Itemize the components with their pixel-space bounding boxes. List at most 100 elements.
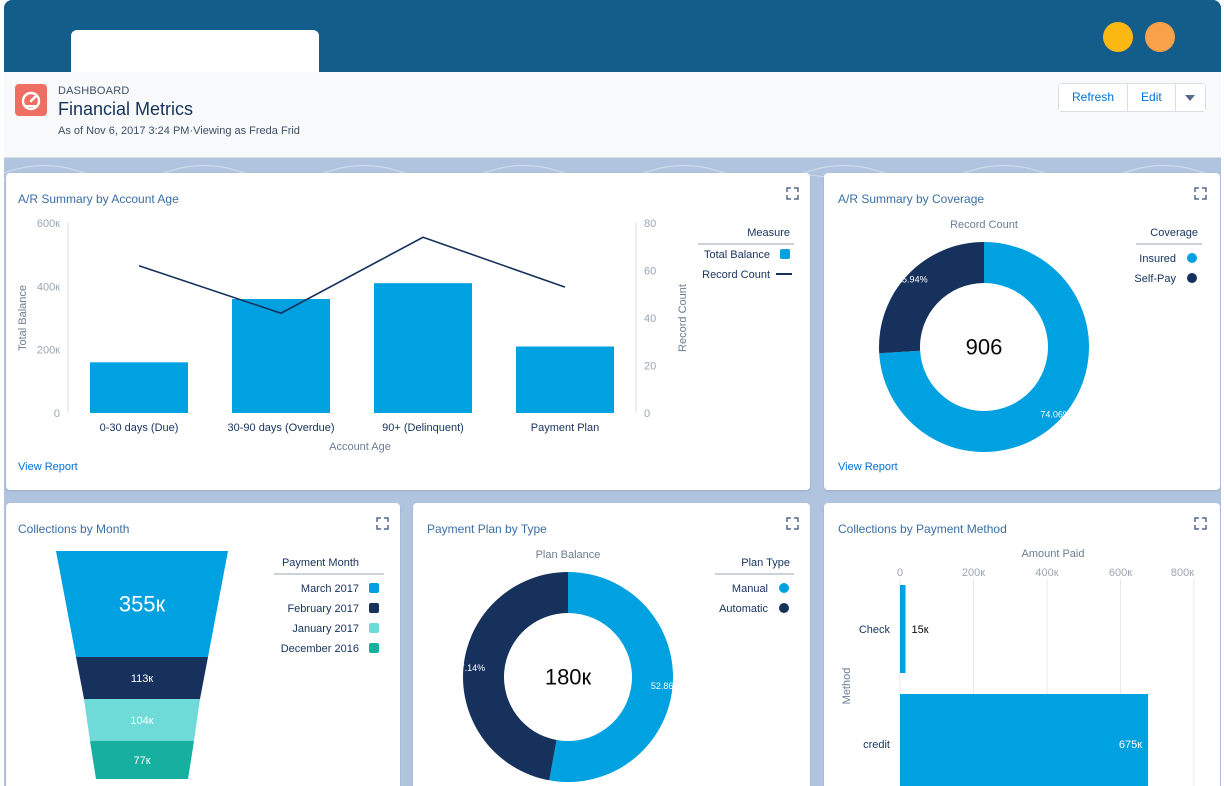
slice-label: 47.14% (455, 663, 486, 673)
slice-label: 74.06% (1040, 410, 1071, 420)
edit-button[interactable]: Edit (1127, 84, 1175, 111)
x-tick-label: Payment Plan (531, 422, 599, 434)
y-axis-label: Method (841, 668, 853, 705)
app-window: DASHBOARD Financial Metrics As of Nov 6,… (4, 0, 1221, 786)
app-header-bar (4, 0, 1221, 76)
y2-tick-label: 60 (644, 266, 656, 278)
bar (90, 362, 188, 413)
y-tick-label: credit (863, 739, 890, 751)
expand-icon[interactable] (786, 517, 799, 530)
donut-slice (879, 242, 984, 354)
status-dot-orange (1145, 22, 1175, 52)
refresh-button[interactable]: Refresh (1059, 84, 1128, 111)
funnel-segment (56, 551, 228, 657)
page-meta: As of Nov 6, 2017 3:24 PM·Viewing as Fre… (58, 125, 300, 137)
ar-coverage-chart: Record Count 74.06% 25.94% 906 Coverage Insur… (879, 219, 1202, 452)
more-actions-button[interactable] (1174, 84, 1205, 111)
bar (232, 299, 330, 413)
dashboard-icon (15, 84, 47, 116)
legend-swatch (779, 603, 789, 613)
y-tick-label: 400к (37, 281, 60, 293)
legend-item-label: March 2017 (301, 583, 359, 595)
x-tick-label: 400к (1035, 567, 1058, 579)
expand-icon[interactable] (1194, 517, 1207, 530)
card-title: A/R Summary by Coverage (838, 192, 985, 206)
y2-tick-label: 0 (644, 408, 650, 420)
bar-value-label: 675к (1119, 739, 1142, 751)
status-dot-yellow (1103, 22, 1133, 52)
y2-axis-label: Record Count (677, 284, 689, 352)
dashboard-header: DASHBOARD Financial Metrics As of Nov 6,… (4, 72, 1221, 158)
payment-plan-chart: Plan Balance 52.86% 47.14% 180к Plan Type Man… (455, 549, 794, 782)
funnel-value-label: 77к (133, 755, 150, 767)
slice-label: 52.86% (651, 681, 682, 691)
x-axis-label: Amount Paid (1022, 548, 1085, 560)
x-tick-label: 90+ (Delinquent) (382, 422, 464, 434)
y-tick-label: 200к (37, 345, 60, 357)
view-report-link[interactable]: View Report (838, 461, 898, 473)
funnel-segment (76, 657, 208, 699)
browser-tab[interactable] (71, 30, 319, 76)
funnel-value-label: 113к (131, 673, 154, 685)
bar-value-label: 15к (912, 624, 929, 636)
header-button-group: Refresh Edit (1058, 83, 1206, 112)
ar-age-card: A/R Summary by Account Age 0 200к 400к 600к… (6, 173, 810, 490)
legend-title: Plan Type (741, 557, 790, 569)
expand-icon[interactable] (786, 187, 799, 200)
expand-icon[interactable] (1194, 187, 1207, 200)
donut-slice (463, 572, 568, 781)
legend-item-label: Manual (732, 583, 768, 595)
donut-slice (549, 572, 673, 782)
bar (900, 694, 1149, 786)
donut-center-value: 906 (966, 335, 1003, 360)
slice-label: 25.94% (897, 274, 928, 284)
legend-swatch (1187, 253, 1197, 263)
y-tick-label: Check (859, 624, 891, 636)
chart-subtitle: Plan Balance (536, 549, 601, 561)
chevron-down-icon (1185, 94, 1196, 101)
x-axis-label: Account Age (329, 441, 391, 453)
legend-swatch (369, 583, 379, 593)
card-title: A/R Summary by Account Age (18, 192, 179, 206)
legend-item-label: January 2017 (292, 623, 359, 635)
payment-plan-card: Payment Plan by Type Plan Balance 52.86% 4… (413, 503, 810, 786)
legend-swatch (1187, 273, 1197, 283)
bar (374, 283, 472, 413)
x-tick-label: 0-30 days (Due) (100, 422, 179, 434)
series-line (138, 236, 566, 315)
x-tick-label: 30-90 days (Overdue) (228, 422, 335, 434)
chart-subtitle: Record Count (950, 219, 1018, 231)
legend-item-label: Self-Pay (1134, 273, 1176, 285)
legend-item-label: Insured (1139, 253, 1176, 265)
payment-method-chart: Amount Paid 0 200к 400к 600к 800к Method Check 1… (841, 548, 1195, 786)
legend-swatch (780, 249, 790, 259)
y-tick-label: 0 (54, 408, 60, 420)
donut-center-value: 180к (545, 665, 592, 690)
x-tick-label: 800к (1171, 567, 1194, 579)
funnel-segment (90, 741, 194, 779)
legend-swatch (369, 623, 379, 633)
legend-title: Measure (747, 227, 790, 239)
funnel-value-label: 104к (130, 715, 153, 727)
y2-tick-label: 80 (644, 218, 656, 230)
y-tick-label: 600к (37, 218, 60, 230)
legend-title: Coverage (1150, 227, 1198, 239)
legend-item-label: Automatic (719, 603, 768, 615)
payment-method-card: Collections by Payment Method Amount Pai… (824, 503, 1220, 786)
legend-swatch (779, 583, 789, 593)
ar-coverage-card: A/R Summary by Coverage Record Count 74.0… (824, 173, 1220, 490)
funnel-value-label: 355к (119, 592, 166, 617)
x-tick-label: 0 (897, 567, 903, 579)
y2-tick-label: 40 (644, 313, 656, 325)
legend-swatch (369, 603, 379, 613)
expand-icon[interactable] (376, 517, 389, 530)
collections-month-card: Collections by Month 355к 113к 104к 77к Paym… (6, 503, 400, 786)
collections-month-chart: 355к 113к 104к 77к Payment Month March 2017 Fe… (56, 551, 384, 779)
view-report-link[interactable]: View Report (18, 461, 78, 473)
x-tick-label: 600к (1109, 567, 1132, 579)
legend-item-label: February 2017 (287, 603, 359, 615)
bar (900, 585, 906, 673)
legend-item-label: Record Count (702, 269, 770, 281)
donut-slice (879, 242, 1089, 452)
page-title: Financial Metrics (58, 99, 194, 119)
